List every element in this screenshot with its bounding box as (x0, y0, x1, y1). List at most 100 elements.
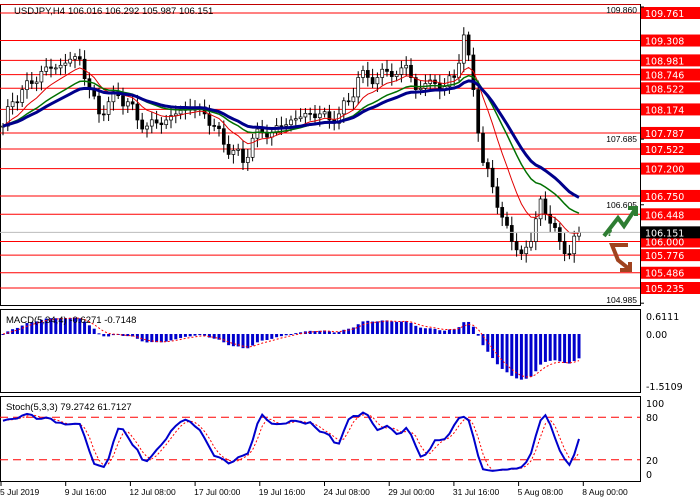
candle (365, 70, 370, 78)
candle (562, 241, 567, 254)
candle (322, 111, 327, 115)
level-label: 107.200 (645, 165, 684, 176)
candle (404, 64, 409, 69)
candle (145, 125, 149, 130)
candle (490, 167, 495, 188)
stoch-tick-label: 100 (646, 399, 664, 410)
candle (457, 62, 461, 78)
candle (178, 110, 183, 115)
macd-bar (332, 332, 336, 334)
candle (461, 34, 466, 64)
macd-bar (231, 334, 235, 347)
macd-bar (131, 334, 135, 337)
time-tick-label: 31 Jul 16:00 (453, 487, 500, 497)
macd-bar (563, 334, 567, 364)
candle (293, 118, 298, 121)
macd-bar (270, 334, 274, 339)
level-label-bg (641, 189, 700, 202)
macd-bar (83, 321, 87, 334)
macd-bar (375, 321, 379, 334)
macd-bar (404, 321, 408, 334)
candle (169, 115, 173, 121)
macd-bar (284, 334, 288, 336)
macd-bar (385, 320, 389, 334)
time-tick-label: 17 Jul 00:00 (194, 487, 241, 497)
candle (495, 186, 500, 208)
candle (548, 214, 553, 224)
level-label-bg (641, 54, 700, 67)
time-tick-label: 5 Aug 08:00 (518, 487, 564, 497)
level-label: 107.787 (645, 129, 684, 140)
macd-bar (558, 334, 562, 362)
macd-bar (567, 334, 571, 364)
macd-tick-label: 0.00 (646, 330, 667, 341)
candle (231, 150, 236, 155)
candle (44, 66, 49, 72)
macd-bar (39, 319, 43, 334)
macd-bar (351, 327, 355, 334)
macd-bar (313, 331, 317, 334)
candle (121, 95, 125, 107)
candle (505, 216, 509, 226)
candle (341, 100, 346, 115)
macd-bar (78, 318, 82, 334)
macd-bar (15, 327, 19, 334)
macd-bar (577, 334, 581, 359)
price-panel[interactable]: 109.761 109.308 108.981 108.746 108.522 108.1… (0, 4, 700, 498)
level-label-bg (641, 235, 700, 248)
macd-bar (102, 334, 106, 337)
current-price-bg (641, 226, 700, 239)
candle (212, 125, 217, 127)
candle (303, 113, 308, 118)
macd-bar (539, 334, 543, 365)
macd-bar (63, 318, 67, 334)
macd-tick-label: 0.6111 (646, 312, 679, 323)
macd-bar (35, 321, 39, 334)
price-tick-label: 106.605 (606, 200, 637, 210)
macd-bar (150, 334, 154, 343)
macd-bar (73, 317, 77, 334)
macd-bar (491, 334, 495, 359)
candle (226, 143, 231, 155)
candle (370, 77, 375, 85)
stoch-main-line (2, 411, 580, 472)
macd-bar (457, 327, 461, 334)
macd-bar (543, 334, 547, 362)
candle (409, 64, 413, 78)
candle (164, 119, 169, 126)
candle (447, 75, 452, 87)
level-label-bg (641, 82, 700, 95)
chart-title: USDJPY,H4 (14, 6, 65, 17)
macd-bar (327, 331, 331, 334)
macd-bar (179, 334, 183, 339)
candle (101, 113, 106, 116)
macd-bar (155, 334, 159, 343)
macd-bar (515, 334, 519, 379)
candle (10, 101, 15, 108)
macd-bar (299, 332, 303, 334)
level-label-bg (641, 249, 700, 262)
level-label-bg (641, 7, 700, 19)
macd-bar (428, 328, 432, 334)
macd-bar (121, 334, 125, 336)
macd-bar (471, 326, 475, 334)
macd-bar (241, 334, 245, 349)
stoch-label: Stoch(5,3,3) 79.2742 61.7127 (6, 402, 132, 413)
candle (245, 156, 250, 163)
candle (346, 100, 351, 103)
level-label-bg (641, 143, 700, 156)
level-label: 105.486 (645, 269, 684, 280)
macd-bar (260, 334, 264, 341)
macd-bar (92, 328, 96, 334)
candle (385, 68, 389, 72)
macd-bar (476, 334, 480, 336)
ohlc-readout: 106.016 106.292 105.987 106.151 (68, 6, 213, 17)
level-label: 109.761 (645, 9, 684, 20)
macd-bar (289, 334, 293, 335)
macd-bar (433, 328, 437, 334)
candle (241, 148, 245, 163)
candle (97, 95, 101, 115)
macd-bar (553, 334, 557, 361)
macd-bar (222, 334, 226, 343)
